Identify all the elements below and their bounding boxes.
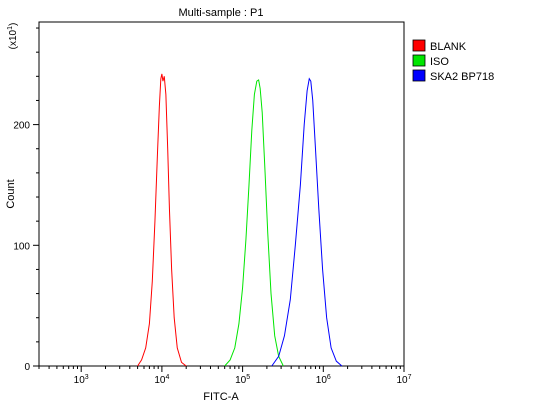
y-axis-ticks: 0 100 200 <box>13 27 39 373</box>
legend-label-2: ISO <box>430 56 449 68</box>
x-tick-label: 106 <box>316 374 331 386</box>
legend-swatch-2 <box>412 54 426 67</box>
y-axis-label: Count <box>5 179 17 208</box>
x-tick-exponent: 6 <box>327 374 331 381</box>
series-line-3 <box>271 77 343 367</box>
x-tick-label: 103 <box>74 374 89 386</box>
legend-label-1: BLANK <box>430 41 467 53</box>
x-tick-label: 105 <box>235 374 250 386</box>
series-line-2 <box>224 79 284 367</box>
legend-swatch-3 <box>412 69 426 82</box>
x-tick-base: 10 <box>316 375 328 386</box>
series-curves <box>137 73 343 367</box>
y-tick-label: 200 <box>13 121 30 132</box>
legend-swatch-1 <box>412 39 426 52</box>
plot-frame <box>38 21 405 367</box>
y-multiplier-exponent: 1 <box>7 26 14 30</box>
x-tick-label: 107 <box>396 374 411 386</box>
x-axis-ticks: 103 104 105 106 107 <box>38 366 412 386</box>
legend-label-3: SKA2 BP718 <box>430 71 494 83</box>
y-axis-multiplier: (x101) <box>7 23 19 50</box>
x-tick-exponent: 4 <box>166 374 170 381</box>
y-multiplier-prefix: (x10 <box>8 29 19 49</box>
x-tick-exponent: 3 <box>85 374 89 381</box>
x-tick-base: 10 <box>154 375 166 386</box>
x-axis-label: FITC-A <box>203 391 239 403</box>
y-multiplier-suffix: ) <box>8 23 19 26</box>
series-line-1 <box>137 73 187 367</box>
x-tick-base: 10 <box>396 375 408 386</box>
y-tick-label: 100 <box>13 241 30 252</box>
x-tick-base: 10 <box>74 375 86 386</box>
legend: BLANK ISO SKA2 BP718 <box>412 39 494 83</box>
chart-title: Multi-sample : P1 <box>179 7 264 19</box>
x-tick-label: 104 <box>154 374 169 386</box>
x-tick-base: 10 <box>235 375 247 386</box>
x-tick-exponent: 5 <box>246 374 250 381</box>
y-tick-label: 0 <box>24 362 30 373</box>
x-tick-exponent: 7 <box>408 374 412 381</box>
